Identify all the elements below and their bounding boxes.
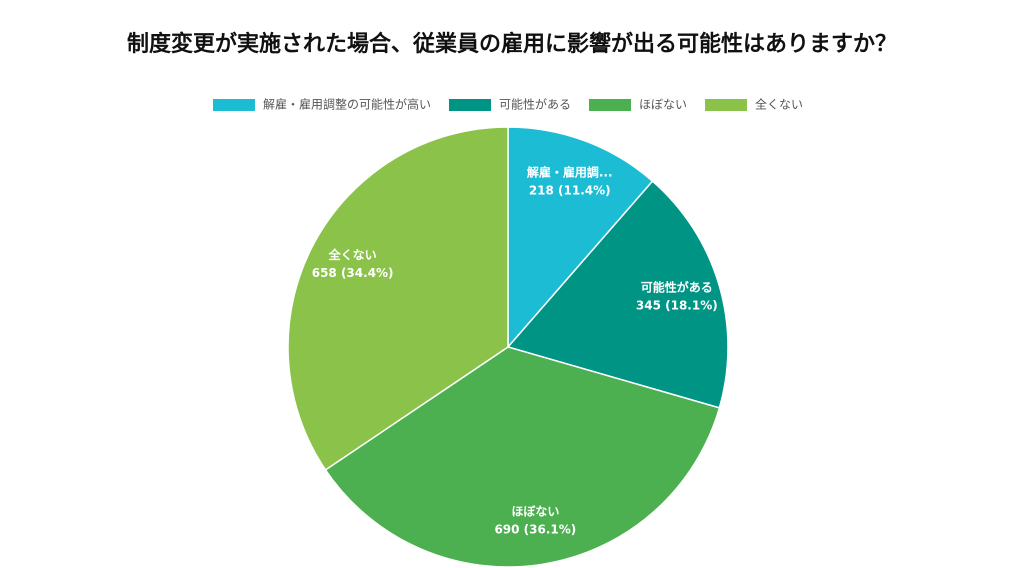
slice-label: 解雇・雇用調... xyxy=(527,165,613,180)
legend-label: 可能性がある xyxy=(499,97,571,112)
value-label: 658 (34.4%) xyxy=(312,266,394,280)
legend-item: 全くない xyxy=(705,97,803,112)
legend-item: 解雇・雇用調整の可能性が高い xyxy=(212,97,431,112)
legend: 解雇・雇用調整の可能性が高い 可能性がある ほぼない 全くない xyxy=(212,97,803,112)
chart-title: 制度変更が実施された場合、従業員の雇用に影響が出る可能性はありますか？ xyxy=(127,31,897,57)
legend-swatch xyxy=(705,99,748,111)
value-label: 345 (18.1%) xyxy=(636,299,718,313)
legend-item: 可能性がある xyxy=(448,97,571,112)
slice-labels: 解雇・雇用調... 218 (11.4%) 可能性がある 345 (18.1%) ほぼな… xyxy=(312,165,718,537)
slice-label: ほぼない xyxy=(511,504,559,518)
pie-slice xyxy=(507,126,654,350)
legend-swatch xyxy=(589,99,631,111)
value-label: 690 (36.1%) xyxy=(494,522,576,536)
legend-item: ほぼない xyxy=(589,98,687,112)
slice-label: 可能性がある xyxy=(641,280,713,295)
legend-label: ほぼない xyxy=(639,98,687,112)
legend-swatch xyxy=(212,99,255,111)
pie-slice xyxy=(324,346,721,568)
legend-swatch xyxy=(448,99,491,111)
value-label: 218 (11.4%) xyxy=(529,184,611,198)
pie-slice xyxy=(506,180,729,409)
legend-label: 解雇・雇用調整の可能性が高い xyxy=(263,97,431,112)
legend-label: 全くない xyxy=(755,97,803,112)
slice-label: 全くない xyxy=(328,247,377,262)
pie-slice xyxy=(287,126,509,471)
pie xyxy=(287,126,729,568)
